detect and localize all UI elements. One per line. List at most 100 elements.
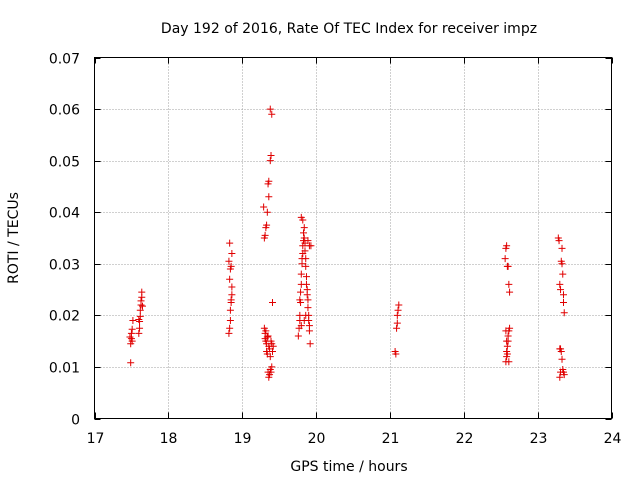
y-tick-label: 0.05	[49, 155, 80, 171]
data-point	[503, 342, 511, 350]
data-point	[127, 359, 135, 367]
data-point	[302, 273, 310, 281]
data-point	[503, 337, 511, 345]
data-point	[263, 221, 271, 229]
data-point	[226, 306, 234, 314]
data-point	[138, 288, 146, 296]
data-point	[557, 347, 565, 355]
data-point	[299, 216, 307, 224]
data-point	[228, 283, 236, 291]
data-point	[127, 329, 135, 337]
data-point	[128, 325, 136, 333]
data-point	[302, 255, 310, 263]
data-point	[226, 239, 234, 247]
data-point	[126, 333, 134, 341]
data-point	[393, 319, 401, 327]
data-point	[556, 373, 564, 381]
data-point	[261, 231, 269, 239]
data-point	[294, 332, 302, 340]
grid-lines	[94, 57, 612, 419]
data-point	[504, 262, 512, 270]
data-point	[559, 298, 567, 306]
data-point	[303, 291, 311, 299]
data-point	[266, 157, 274, 165]
data-point	[300, 224, 308, 232]
data-point	[558, 260, 566, 268]
data-point	[136, 324, 144, 332]
data-point	[501, 255, 509, 263]
data-point	[302, 311, 310, 319]
data-point	[268, 363, 276, 371]
x-tick-label: 24	[604, 431, 622, 447]
data-point	[296, 311, 304, 319]
x-tick-label: 23	[530, 431, 548, 447]
data-point	[268, 347, 276, 355]
data-point	[225, 329, 233, 337]
data-point	[262, 327, 270, 335]
x-tick-label: 22	[456, 431, 474, 447]
data-point	[267, 151, 275, 159]
data-point	[503, 242, 511, 250]
data-point	[228, 291, 236, 299]
data-point	[260, 203, 268, 211]
y-tick-label: 0.02	[49, 309, 80, 325]
data-point	[505, 280, 513, 288]
y-tick-label: 0	[71, 413, 80, 429]
data-point	[265, 193, 273, 201]
data-point	[296, 296, 304, 304]
x-tick-label: 17	[87, 431, 105, 447]
y-axis-label: ROTI / TECUs	[6, 192, 22, 284]
data-point	[306, 340, 314, 348]
data-point	[559, 270, 567, 278]
data-point	[128, 337, 136, 345]
data-point	[394, 306, 402, 314]
chart-title: Day 192 of 2016, Rate Of TEC Index for r…	[161, 21, 537, 37]
data-point	[227, 262, 235, 270]
data-point	[307, 242, 315, 250]
data-point	[393, 324, 401, 332]
data-point	[395, 301, 403, 309]
data-point	[264, 332, 272, 340]
x-axis-label: GPS time / hours	[290, 459, 407, 475]
data-point	[135, 329, 143, 337]
data-point	[136, 312, 144, 320]
data-points	[126, 105, 568, 381]
data-point	[135, 315, 143, 323]
data-point	[302, 280, 310, 288]
data-point	[304, 296, 312, 304]
data-point	[506, 288, 514, 296]
data-point	[559, 291, 567, 299]
data-point	[557, 286, 565, 294]
data-point	[304, 237, 312, 245]
data-point	[136, 306, 144, 314]
data-point	[227, 296, 235, 304]
data-point	[557, 368, 565, 376]
data-point	[560, 371, 568, 379]
data-point	[266, 353, 274, 361]
x-tick-label: 18	[160, 431, 178, 447]
data-point	[393, 311, 401, 319]
data-point	[558, 244, 566, 252]
data-point	[225, 257, 233, 265]
data-point	[556, 280, 564, 288]
data-point	[560, 309, 568, 317]
x-tick-labels: 17 18 19 20 21 22 23 24	[87, 431, 622, 447]
data-point	[269, 342, 277, 350]
y-tick-labels: 0 0.01 0.02 0.03 0.04 0.05 0.06 0.07	[49, 52, 80, 429]
data-point	[268, 298, 276, 306]
data-point	[302, 262, 310, 270]
data-point	[304, 304, 312, 312]
data-point	[267, 368, 275, 376]
data-point	[129, 317, 137, 325]
y-tick-label: 0.06	[49, 103, 80, 119]
data-point	[392, 350, 400, 358]
data-point	[268, 110, 276, 118]
plot-frame	[94, 57, 612, 419]
data-point	[297, 270, 305, 278]
data-point	[263, 333, 271, 341]
data-point	[297, 288, 305, 296]
data-point	[502, 327, 510, 335]
y-tick-label: 0.03	[49, 258, 80, 274]
data-point	[506, 324, 514, 332]
